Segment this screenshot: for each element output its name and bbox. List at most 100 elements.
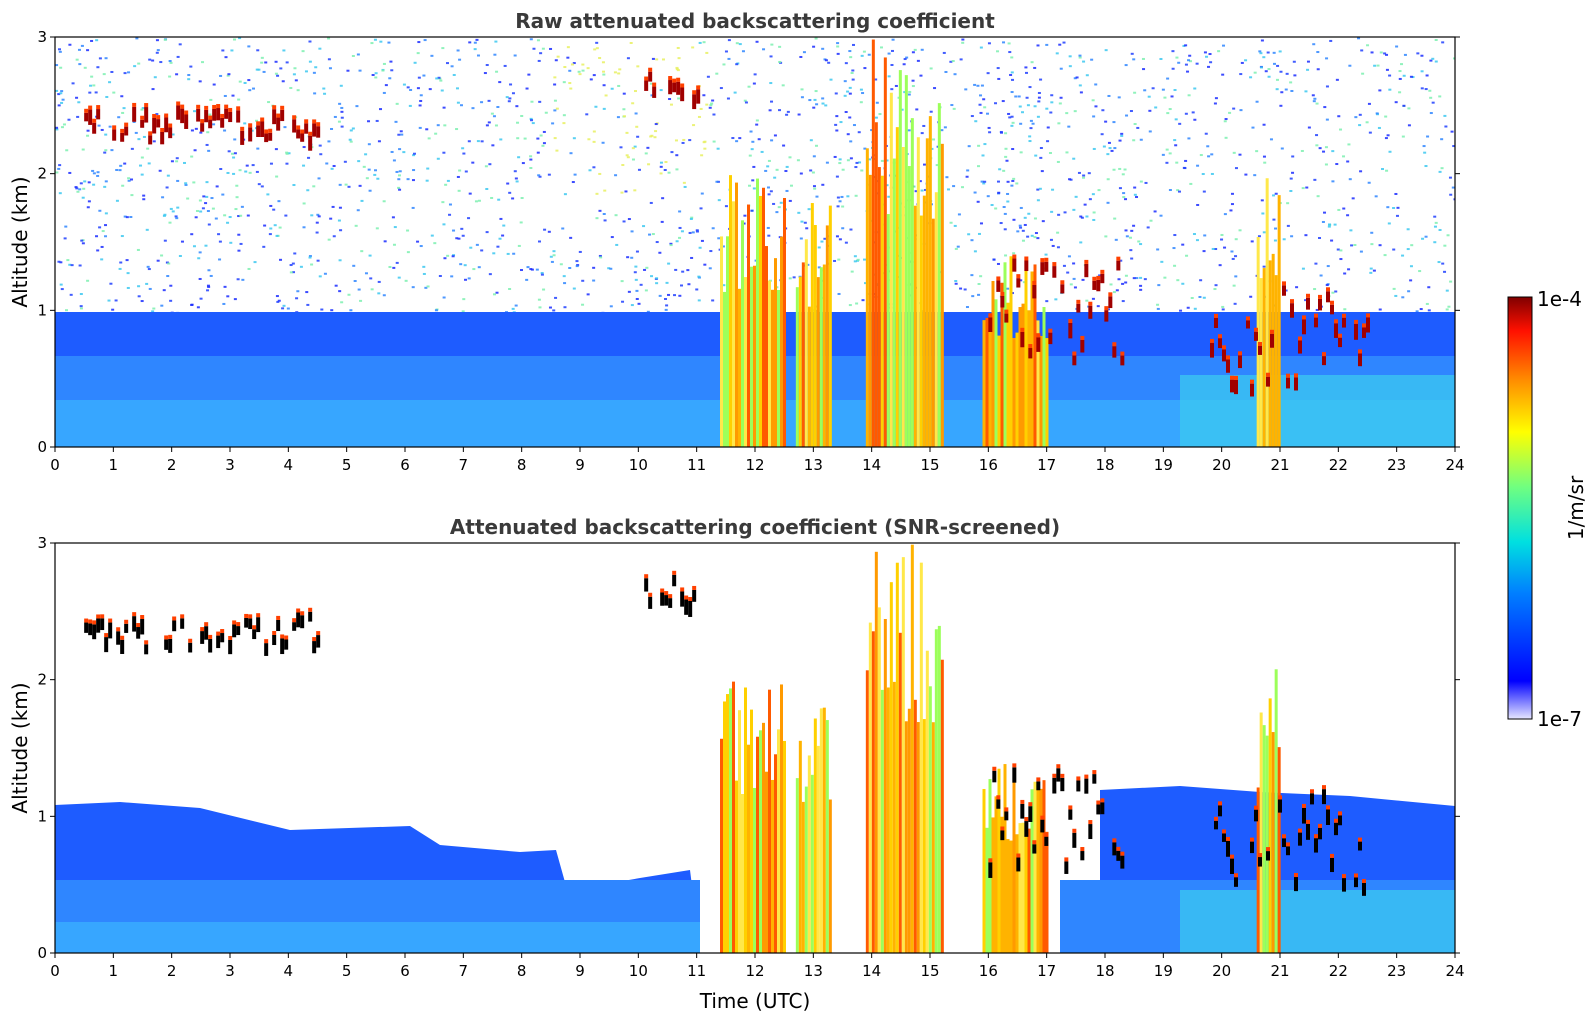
noise-speckle	[490, 112, 494, 115]
noise-speckle	[1038, 187, 1042, 190]
noise-speckle	[602, 73, 606, 76]
noise-speckle	[648, 233, 652, 236]
noise-speckle	[442, 151, 446, 154]
noise-speckle	[602, 212, 606, 215]
noise-speckle	[304, 70, 308, 73]
noise-speckle	[1368, 131, 1372, 134]
noise-speckle	[193, 110, 197, 113]
noise-speckle	[610, 236, 614, 239]
x-tick-label: 17	[1037, 962, 1056, 980]
precip-column	[931, 218, 935, 447]
noise-speckle	[1175, 161, 1179, 164]
precip-column	[925, 138, 929, 447]
noise-speckle	[392, 159, 396, 162]
noise-speckle	[168, 221, 172, 224]
noise-speckle	[1385, 53, 1389, 56]
noise-speckle	[996, 180, 1000, 183]
cloud-core	[1250, 383, 1254, 397]
noise-speckle	[942, 51, 946, 54]
noise-speckle	[1184, 63, 1188, 66]
noise-speckle	[1284, 289, 1288, 292]
noise-speckle	[369, 277, 373, 280]
cloud-core	[260, 121, 265, 137]
noise-speckle	[305, 291, 309, 294]
noise-speckle	[1307, 126, 1311, 129]
noise-speckle	[487, 99, 491, 102]
noise-speckle	[851, 43, 855, 46]
noise-speckle	[411, 286, 415, 289]
noise-speckle	[976, 84, 980, 87]
precip-column	[1009, 840, 1013, 953]
noise-speckle	[502, 224, 506, 227]
noise-speckle	[140, 173, 144, 176]
noise-speckle	[805, 227, 809, 230]
cloud-edge	[1306, 819, 1310, 824]
cloud-core	[1330, 304, 1334, 315]
noise-speckle	[903, 91, 907, 94]
noise-speckle	[1336, 248, 1340, 251]
noise-speckle	[542, 130, 546, 133]
noise-speckle	[593, 48, 597, 51]
noise-speckle	[1014, 95, 1018, 98]
noise-speckle	[711, 227, 715, 230]
noise-speckle	[699, 207, 703, 210]
noise-speckle	[1112, 168, 1116, 171]
noise-speckle	[1068, 55, 1072, 58]
noise-speckle	[633, 271, 637, 274]
noise-speckle	[74, 186, 78, 189]
noise-speckle	[952, 107, 956, 110]
noise-speckle	[598, 254, 602, 257]
cloud-edge	[176, 101, 181, 106]
noise-speckle	[915, 108, 919, 111]
cloud-edge	[688, 596, 693, 601]
noise-speckle	[169, 299, 173, 302]
noise-speckle	[287, 152, 291, 155]
noise-speckle	[145, 228, 149, 231]
noise-speckle	[329, 217, 333, 220]
cloud-edge	[88, 619, 93, 624]
noise-speckle	[1337, 208, 1341, 211]
noise-speckle	[1002, 41, 1006, 44]
noise-speckle	[954, 282, 958, 285]
x-tick-label: 3	[225, 456, 235, 474]
x-tick-label: 4	[284, 456, 294, 474]
precip-column	[931, 722, 935, 953]
noise-speckle	[1130, 229, 1134, 232]
noise-speckle	[1220, 238, 1224, 241]
noise-speckle	[976, 200, 980, 203]
precip-column	[871, 631, 875, 953]
noise-speckle	[622, 220, 626, 223]
noise-speckle	[218, 258, 222, 261]
cloud-core	[1092, 280, 1097, 290]
noise-speckle	[1067, 125, 1071, 128]
cloud-core	[200, 631, 205, 644]
noise-speckle	[537, 174, 541, 177]
cloud-edge	[1254, 805, 1258, 810]
noise-speckle	[1039, 146, 1043, 149]
precip-column	[892, 681, 896, 953]
cloud-core	[1016, 278, 1021, 288]
noise-speckle	[667, 262, 671, 265]
cloud-edge	[1342, 874, 1346, 879]
x-tick-label: 5	[342, 456, 352, 474]
noise-speckle	[977, 144, 981, 147]
noise-speckle	[1361, 72, 1365, 75]
noise-speckle	[540, 273, 544, 276]
precip-column	[937, 625, 941, 953]
noise-speckle	[411, 206, 415, 209]
noise-speckle	[498, 237, 502, 240]
noise-speckle	[104, 57, 108, 60]
precip-column	[798, 276, 802, 447]
noise-speckle	[1419, 308, 1423, 311]
noise-speckle	[338, 290, 342, 293]
precip-column	[822, 707, 826, 953]
noise-speckle	[349, 129, 353, 132]
noise-speckle	[929, 110, 933, 113]
noise-speckle	[1291, 155, 1295, 158]
noise-speckle	[1106, 308, 1110, 311]
noise-speckle	[409, 88, 413, 91]
noise-speckle	[230, 49, 234, 52]
cloud-edge	[1000, 826, 1005, 831]
noise-speckle	[525, 87, 529, 90]
